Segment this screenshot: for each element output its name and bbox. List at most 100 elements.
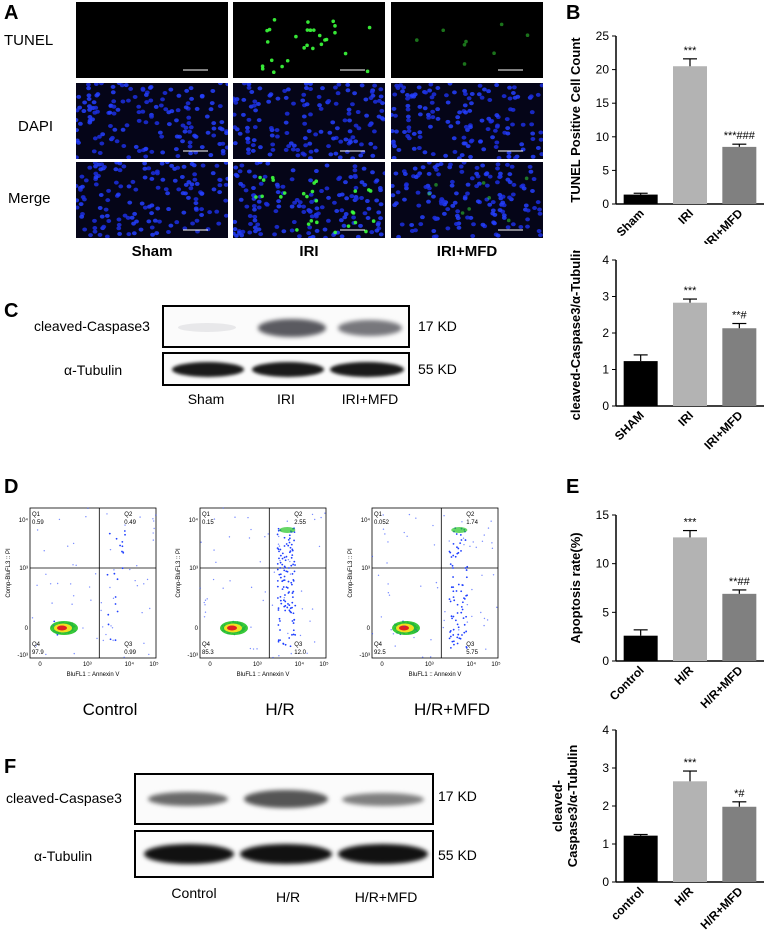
event-dot [387,583,389,585]
wb-f-lane-hr-mfd: H/R+MFD [354,889,418,905]
nucleus [486,116,492,121]
event-dot [285,543,288,545]
nucleus [95,92,101,97]
event-dot [109,586,111,589]
nucleus [344,196,350,201]
nucleus [216,221,222,226]
nucleus [345,88,351,93]
event-dot [203,601,205,604]
event-dot [113,572,116,575]
event-dot [123,530,126,532]
event-dot [290,543,293,546]
plot-frame [29,507,157,659]
event-dot [282,586,285,588]
event-dot [403,625,406,628]
event-dot [113,569,115,571]
nucleus [284,131,290,136]
nucleus [133,144,139,149]
flow-x-axis-label: BluFL1 :: Annexin V [67,672,120,678]
nucleus [132,94,138,99]
apoptosis-rate-chart: 0 5 10 15 Control *** H/R **## H/R+MFD Apoptosis … [568,508,764,711]
event-dot [71,603,73,605]
tunel-cell [343,51,348,56]
nucleus [290,147,296,152]
nucleus [284,111,290,116]
micro-cells [260,18,372,74]
event-dot [390,629,392,631]
event-dot [287,538,290,541]
nucleus [378,94,384,99]
nucleus [245,140,251,145]
x-tick-label: H/R+MFD [698,884,746,932]
nucleus [233,141,238,146]
event-dot [491,542,493,544]
event-dot [279,620,281,622]
density-core [399,625,409,631]
nucleus [494,124,500,129]
event-dot [119,544,121,547]
bar [673,302,707,406]
nucleus [102,165,107,170]
nucleus [223,182,228,187]
wb-c-size-17: 17 KD [418,318,457,334]
nucleus [428,83,434,87]
event-dot [301,608,304,610]
event-dot [203,616,206,618]
event-dot [114,596,117,598]
event-dot [112,597,115,600]
band [258,319,326,337]
nucleus [189,162,195,166]
nucleus [501,94,507,99]
nucleus [423,90,429,95]
nucleus [532,206,537,211]
nucleus [400,89,405,94]
flow-y-tick: -10³ [17,653,28,659]
nucleus [99,83,104,86]
event-dot [280,602,283,605]
flow-y-tick: 0 [25,626,29,632]
nucleus [194,106,200,111]
nucleus [91,100,97,105]
nucleus [208,153,214,158]
nucleus [237,169,243,174]
event-dot [248,537,251,539]
tunel-cell [351,211,356,215]
event-dot [443,515,445,517]
event-dot [276,533,279,536]
event-dot [456,546,458,549]
nucleus [417,112,423,117]
nucleus [118,184,124,189]
event-dot [204,611,207,613]
nucleus [139,201,145,206]
nucleus [454,221,459,226]
wb-f-lane-hr: H/R [275,889,301,905]
nucleus [492,212,498,217]
nucleus [529,110,535,115]
event-dot [279,567,282,569]
nucleus [361,166,367,171]
event-dot [58,518,61,521]
nucleus [155,206,161,211]
event-dot [382,528,385,530]
event-dot [475,546,477,549]
nucleus [205,130,211,135]
event-dot [452,634,455,636]
nucleus [225,83,228,87]
nucleus [211,133,217,138]
nucleus [445,207,451,212]
caspase-ratio-chart-f: 0 1 2 3 4 control *** H/R *# H/R+MFD cleaved- Caspa… [550,723,764,932]
event-dot [285,586,288,589]
nucleus [300,98,306,103]
event-dot [443,619,445,622]
nucleus [251,138,257,143]
nucleus [187,129,193,134]
nucleus [319,205,325,210]
event-dot [250,528,252,531]
nucleus [157,130,163,135]
panel-c-label: C [4,300,19,322]
panel-d-label: D [4,476,19,498]
nucleus [396,147,402,152]
nucleus [138,227,144,232]
nucleus [331,136,336,141]
nucleus [538,233,543,238]
